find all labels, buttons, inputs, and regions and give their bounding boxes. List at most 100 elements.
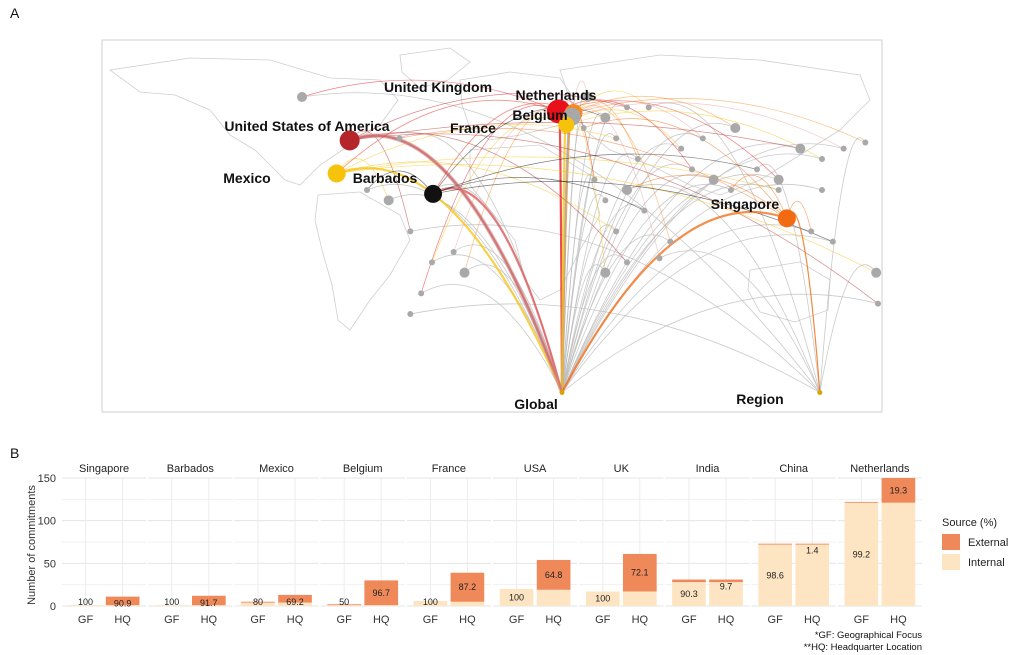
map-node xyxy=(297,92,307,102)
bar-external xyxy=(622,553,657,592)
flow-line xyxy=(561,264,606,393)
facet-title: Barbados xyxy=(167,463,215,475)
y-tick-label: 50 xyxy=(44,558,56,570)
bar-external xyxy=(881,478,916,503)
x-tick-label: HQ xyxy=(804,614,821,626)
facet-title: Singapore xyxy=(79,463,129,475)
facet-singapore: Singapore 100 GF 90.9 HQ xyxy=(62,463,147,626)
legend: Source (%) External Internal xyxy=(942,517,1008,570)
node-barbados xyxy=(424,184,443,203)
bar-external xyxy=(241,601,275,603)
legend-swatch-internal xyxy=(942,554,960,570)
facet-usa: USA 100 GF 64.8 HQ xyxy=(493,463,578,626)
map-node xyxy=(645,104,652,111)
map-node xyxy=(624,104,630,111)
flow-line xyxy=(561,224,812,393)
flow-line xyxy=(756,163,821,393)
map-node xyxy=(622,185,632,195)
map-node xyxy=(591,176,598,183)
map-node xyxy=(754,166,760,173)
map-node xyxy=(678,145,685,152)
facet-uk: UK 100 GF 72.1 HQ xyxy=(579,463,664,626)
flow-line xyxy=(432,107,606,195)
map-node xyxy=(819,187,825,193)
bar-internal xyxy=(622,591,657,606)
bar-internal xyxy=(881,502,916,606)
bar-value-label: 80 xyxy=(253,597,263,607)
flow-line xyxy=(583,118,788,219)
x-tick-label: GF xyxy=(595,614,611,626)
map-node xyxy=(728,187,734,193)
flow-line xyxy=(336,161,617,232)
australia-outline xyxy=(747,261,831,323)
map-node xyxy=(641,207,648,214)
bar-internal xyxy=(758,544,793,606)
legend-swatch-external xyxy=(942,534,960,550)
facet-title: Belgium xyxy=(343,463,383,475)
flow-line xyxy=(561,123,736,393)
bar-value-label: 100 xyxy=(595,594,610,604)
bar-value-label: 99.2 xyxy=(853,549,871,559)
x-tick-label: GF xyxy=(164,614,180,626)
facet-belgium: Belgium 50 GF 96.7 HQ xyxy=(320,463,405,626)
map-node xyxy=(459,267,470,278)
map-node xyxy=(689,166,695,173)
world-map: United Kingdom Netherlands Belgium France Un… xyxy=(101,39,883,413)
label-region: Region xyxy=(736,391,783,407)
map-node xyxy=(795,143,806,154)
map-node xyxy=(773,174,784,185)
flow-line xyxy=(336,99,559,174)
node-united-states-of-america xyxy=(339,130,360,151)
flow-line xyxy=(571,109,660,259)
x-tick-label: HQ xyxy=(201,614,218,626)
y-tick-label: 150 xyxy=(38,473,56,485)
x-tick-label: GF xyxy=(337,614,353,626)
panel-b-label: B xyxy=(10,445,19,461)
label-france: France xyxy=(450,120,496,136)
land-outlines xyxy=(108,47,871,331)
map-node xyxy=(613,228,620,235)
flow-line xyxy=(561,210,788,394)
bar-external xyxy=(364,580,399,606)
map-node xyxy=(634,156,641,162)
map-node xyxy=(862,139,869,146)
facet-barbados: Barbados 100 GF 91.7 HQ xyxy=(148,463,233,626)
bar-external xyxy=(105,596,140,606)
footnote-gf: *GF: Geographical Focus xyxy=(815,630,922,641)
flow-line xyxy=(626,184,821,393)
flow-lines xyxy=(301,79,879,394)
facet-india: India 90.3 GF 9.7 HQ xyxy=(665,463,750,626)
flow-line xyxy=(432,153,758,195)
x-tick-label: GF xyxy=(423,614,439,626)
facet-title: Mexico xyxy=(259,463,294,475)
legend-label-external: External xyxy=(968,537,1008,549)
bar-internal xyxy=(327,605,362,606)
map-node xyxy=(829,238,836,245)
bar-internal xyxy=(364,605,399,606)
bar-internal xyxy=(672,582,706,606)
map-node xyxy=(775,187,782,193)
bar-value-label: 69.2 xyxy=(286,597,304,607)
bar-value-label: 72.1 xyxy=(631,568,649,578)
x-tick-label: GF xyxy=(509,614,525,626)
x-tick-label: GF xyxy=(250,614,266,626)
bar-internal xyxy=(585,591,620,606)
bar-internal xyxy=(278,602,312,606)
flow-line xyxy=(730,174,788,219)
y-axis-title: Number of commitments xyxy=(26,485,38,605)
map-node xyxy=(407,228,414,235)
bar-external xyxy=(278,594,312,603)
flow-line xyxy=(573,95,736,129)
flow-line xyxy=(561,143,801,393)
major-nodes xyxy=(327,99,823,396)
bar-external xyxy=(191,595,226,606)
bar-value-label: 1.4 xyxy=(806,546,819,556)
flow-line xyxy=(561,163,693,393)
bar-value-label: 90.9 xyxy=(114,599,132,609)
flow-line xyxy=(561,293,879,393)
minor-nodes xyxy=(297,92,882,317)
map-node xyxy=(624,259,630,266)
legend-title: Source (%) xyxy=(942,517,997,529)
flow-line xyxy=(561,173,779,393)
